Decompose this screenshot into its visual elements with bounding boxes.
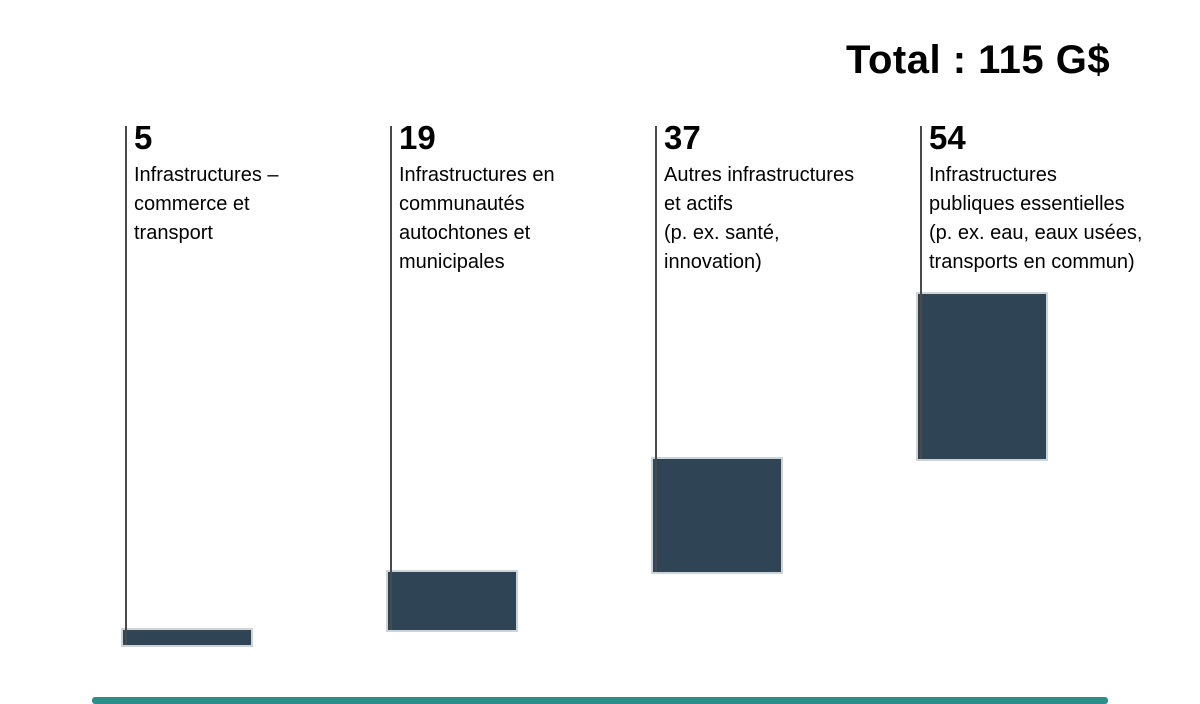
bar-segment — [651, 456, 783, 574]
category-connector-line — [390, 126, 392, 630]
chart-total-title: Total : 115 G$ — [846, 38, 1111, 82]
bar-segment — [386, 569, 518, 632]
category-label: Autres infrastructures et actifs (p. ex.… — [664, 164, 855, 273]
category-label: Infrastructures en communautés autochton… — [399, 164, 555, 273]
category-value: 54 — [929, 119, 966, 156]
bar-segment — [121, 627, 253, 648]
category-column-4: 54 Infrastructures publiques essentielle… — [920, 118, 1190, 277]
category-connector-line — [920, 126, 922, 459]
category-value: 37 — [664, 119, 701, 156]
category-column-1: 5 Infrastructures – commerce et transpor… — [125, 118, 395, 248]
bar-segment — [916, 291, 1048, 461]
category-connector-line — [125, 126, 127, 645]
footer-accent-bar — [92, 697, 1108, 704]
category-connector-line — [655, 126, 657, 572]
category-column-2: 19 Infrastructures en communautés autoch… — [390, 118, 660, 277]
category-label: Infrastructures publiques essentielles (… — [929, 164, 1143, 273]
category-value: 5 — [134, 119, 153, 156]
category-label: Infrastructures – commerce et transport — [134, 164, 279, 244]
category-column-3: 37 Autres infrastructures et actifs (p. … — [655, 118, 925, 277]
category-value: 19 — [399, 119, 436, 156]
